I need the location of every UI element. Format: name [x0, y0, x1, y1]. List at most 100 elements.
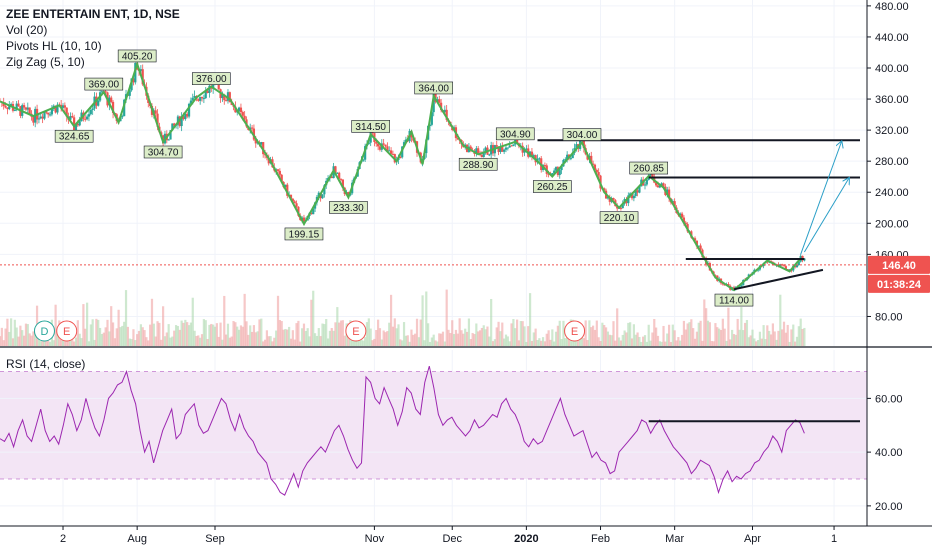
candle-body — [547, 173, 550, 175]
volume-bar — [132, 329, 135, 346]
volume-bar — [271, 341, 274, 346]
volume-bar — [365, 322, 369, 346]
candle-body — [54, 105, 57, 113]
last-price-badge[interactable] — [868, 255, 930, 274]
last-price-text: 146.40 — [882, 260, 916, 272]
candle-body — [223, 94, 226, 101]
volume-bar — [682, 320, 686, 346]
volume-bar — [756, 340, 760, 346]
projection-arrow[interactable] — [800, 142, 842, 255]
volume-bar — [684, 329, 687, 346]
volume-bar — [425, 291, 428, 346]
candle-body — [76, 123, 79, 126]
candle-body — [781, 264, 784, 266]
legend-pivots[interactable]: Pivots HL (10, 10) — [6, 39, 102, 53]
candle-body — [795, 264, 799, 268]
candle-body — [156, 113, 159, 127]
volume-bar — [630, 338, 634, 346]
volume-bar — [690, 319, 693, 346]
volume-bar — [319, 336, 322, 346]
volume-bar — [667, 324, 671, 346]
pivot-label: 233.30 — [329, 201, 368, 214]
candle-body — [566, 154, 569, 160]
volume-bar — [484, 329, 487, 346]
candle-body — [629, 193, 632, 196]
projection-arrow[interactable] — [803, 178, 848, 253]
rsi-legend-title[interactable]: RSI (14, close) — [6, 357, 86, 371]
candle-body — [430, 112, 433, 125]
time-axis: 2 Aug Sep Nov Dec 2020 Feb Mar Apr 1 — [60, 526, 837, 545]
volume-bar — [250, 331, 254, 346]
volume-bar — [78, 333, 81, 346]
volume-bar — [768, 330, 771, 346]
volume-bar — [260, 318, 263, 346]
event-marker[interactable]: E — [345, 320, 367, 342]
event-marker[interactable]: D — [33, 320, 55, 342]
candle-body — [239, 107, 243, 113]
candle-body — [97, 100, 100, 106]
volume-bar — [414, 333, 417, 346]
volume-bar — [758, 331, 762, 346]
candle-body — [456, 137, 459, 140]
event-marker-circle[interactable] — [33, 320, 55, 342]
event-marker-circle[interactable] — [56, 320, 78, 342]
volume-bar — [797, 326, 800, 346]
volume-bar — [693, 338, 697, 346]
volume-bar — [245, 321, 248, 346]
candle-body — [595, 169, 598, 173]
volume-bar — [753, 338, 756, 346]
volume-bar — [482, 325, 485, 346]
support-trendline[interactable] — [733, 268, 824, 291]
volume-bar — [747, 337, 750, 346]
candle-body — [612, 197, 615, 201]
candle-body — [86, 116, 89, 120]
volume-bar — [593, 329, 597, 346]
volume-bar — [516, 319, 519, 346]
candle-body — [619, 207, 623, 209]
volume-bar — [210, 323, 213, 346]
volume-bar — [162, 306, 165, 346]
volume-bar — [98, 327, 102, 346]
event-marker-circle[interactable] — [345, 320, 367, 342]
volume-bar — [306, 328, 309, 346]
candle-body — [323, 185, 326, 195]
volume-bar — [237, 329, 241, 346]
candle-body — [186, 113, 189, 117]
candle-body — [538, 158, 541, 160]
event-marker-circle[interactable] — [564, 320, 586, 342]
volume-bar — [673, 330, 676, 346]
candle-body — [673, 201, 676, 208]
volume-bar — [386, 331, 389, 346]
volume-bar — [186, 322, 189, 346]
pivot-label-box — [191, 72, 231, 85]
legend-zigzag[interactable]: Zig Zag (5, 10) — [6, 55, 85, 69]
candle-body — [512, 144, 515, 146]
candle-body — [15, 103, 18, 110]
pivot-label-box — [329, 201, 368, 214]
pivot-label-text: 220.10 — [604, 213, 635, 224]
candle-body — [632, 196, 635, 199]
volume-bar — [480, 327, 483, 346]
candle-body — [475, 148, 478, 154]
legend-volume[interactable]: Vol (20) — [6, 23, 48, 37]
volume-bar — [519, 321, 522, 346]
legend-title: ZEE ENTERTAIN ENT, 1D, NSE — [6, 7, 180, 21]
pivot-label-text: 260.25 — [537, 182, 568, 193]
event-marker[interactable]: E — [56, 320, 78, 342]
volume-bar — [182, 322, 185, 346]
volume-bar — [551, 329, 554, 346]
volume-bar — [636, 332, 639, 346]
candle-body — [87, 114, 91, 117]
candle-body — [37, 118, 41, 120]
volume-bar — [547, 330, 550, 346]
volume-bar — [718, 328, 721, 346]
volume-bar — [510, 323, 513, 346]
event-marker[interactable]: E — [564, 320, 586, 342]
volume-bar — [121, 325, 124, 346]
candle-body — [45, 111, 48, 113]
volume-bar — [338, 322, 341, 346]
volume-bar — [795, 336, 799, 346]
pivot-label: 220.10 — [599, 211, 639, 224]
volume-bar — [328, 330, 332, 346]
